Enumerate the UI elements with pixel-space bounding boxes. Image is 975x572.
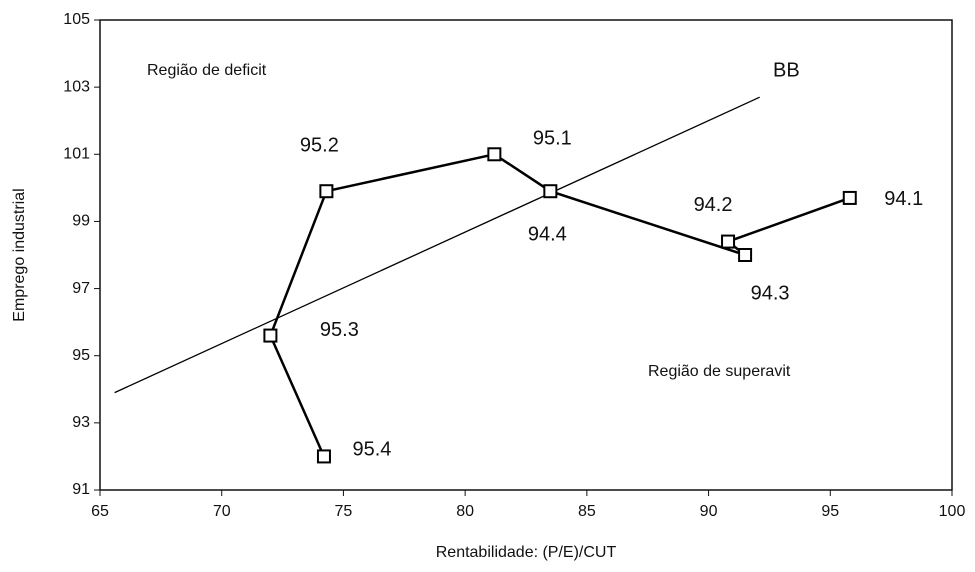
y-tick-label: 103 <box>63 78 90 95</box>
point-label: 95.3 <box>320 319 359 341</box>
marker <box>319 184 334 199</box>
marker <box>316 449 331 464</box>
y-tick-label: 105 <box>63 11 90 28</box>
point-label: 94.1 <box>884 188 923 210</box>
reference-line <box>114 96 760 394</box>
y-tick-label: 99 <box>72 213 90 230</box>
x-tick-label: 70 <box>213 503 231 520</box>
x-tick-label: 90 <box>700 503 718 520</box>
marker <box>738 248 753 262</box>
x-tick-label: 100 <box>939 503 966 520</box>
point-label: 95.1 <box>533 128 572 150</box>
annotation: Região de superavit <box>648 363 791 380</box>
y-tick-label: 95 <box>72 347 90 364</box>
y-axis-label: Emprego industrial <box>11 188 28 321</box>
x-tick-label: 65 <box>91 503 109 520</box>
marker <box>263 328 278 343</box>
point-label: 95.2 <box>300 134 339 156</box>
x-tick-label: 95 <box>821 503 839 520</box>
y-tick-label: 91 <box>72 481 90 498</box>
marker <box>543 184 558 199</box>
series-line <box>269 152 851 457</box>
marker <box>487 147 502 162</box>
y-tick-label: 97 <box>72 280 90 297</box>
marker <box>721 234 736 249</box>
annotation: Região de deficit <box>147 62 267 79</box>
point-label: 94.2 <box>694 194 733 216</box>
point-label: 94.4 <box>528 223 567 245</box>
plot-frame <box>99 19 953 491</box>
x-tick-label: 75 <box>335 503 353 520</box>
line-label: BB <box>773 59 800 81</box>
x-tick-label: 85 <box>578 503 596 520</box>
y-tick-label: 101 <box>63 146 90 163</box>
marker <box>842 190 857 205</box>
point-label: 95.4 <box>352 439 391 461</box>
y-tick-label: 93 <box>72 414 90 431</box>
x-tick-label: 80 <box>456 503 474 520</box>
x-axis-label: Rentabilidade: (P/E)/CUT <box>436 544 617 561</box>
point-label: 94.3 <box>751 282 790 304</box>
